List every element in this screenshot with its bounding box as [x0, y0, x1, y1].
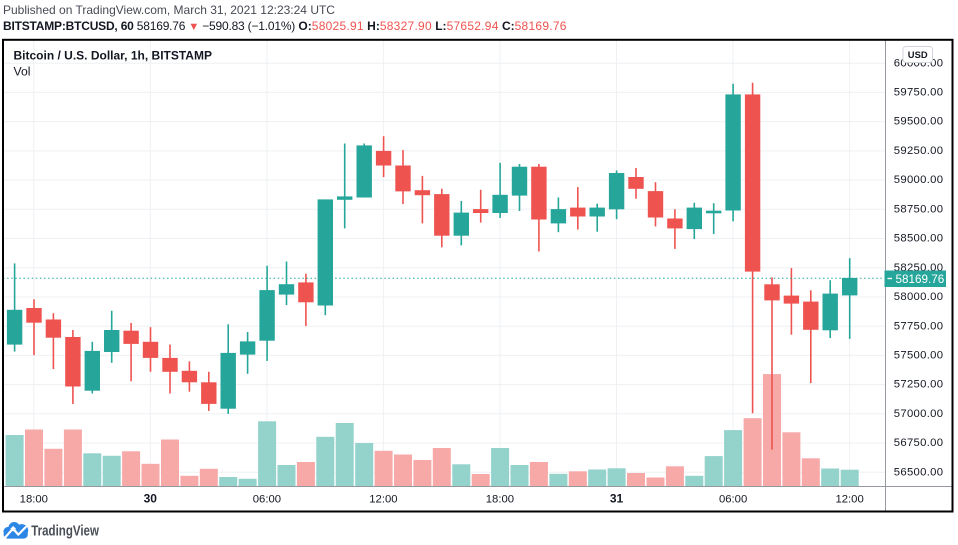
- svg-text:59500.00: 59500.00: [894, 116, 944, 128]
- svg-text:58169.76: 58169.76: [896, 273, 945, 286]
- svg-text:06:00: 06:00: [253, 493, 281, 505]
- svg-text:18:00: 18:00: [486, 493, 514, 505]
- svg-text:57500.00: 57500.00: [894, 350, 944, 362]
- svg-text:Vol: Vol: [14, 64, 31, 78]
- svg-text:57000.00: 57000.00: [894, 408, 944, 420]
- svg-text:58000.00: 58000.00: [894, 291, 944, 303]
- svg-text:56500.00: 56500.00: [894, 466, 944, 478]
- svg-text:12:00: 12:00: [369, 493, 397, 505]
- svg-text:59750.00: 59750.00: [894, 87, 944, 99]
- svg-text:57750.00: 57750.00: [894, 320, 944, 332]
- svg-text:58500.00: 58500.00: [894, 233, 944, 245]
- svg-text:18:00: 18:00: [20, 493, 48, 505]
- svg-text:31: 31: [610, 491, 624, 505]
- svg-text:59000.00: 59000.00: [894, 174, 944, 186]
- svg-text:Bitcoin / U.S. Dollar, 1h, BIT: Bitcoin / U.S. Dollar, 1h, BITSTAMP: [14, 49, 212, 63]
- svg-text:59250.00: 59250.00: [894, 145, 944, 157]
- svg-text:30: 30: [144, 491, 158, 505]
- svg-text:56750.00: 56750.00: [894, 437, 944, 449]
- svg-text:USD: USD: [908, 49, 928, 60]
- svg-text:06:00: 06:00: [719, 493, 747, 505]
- svg-text:TradingView: TradingView: [31, 522, 99, 539]
- svg-text:58750.00: 58750.00: [894, 203, 944, 215]
- svg-text:57250.00: 57250.00: [894, 379, 944, 391]
- svg-text:12:00: 12:00: [835, 493, 863, 505]
